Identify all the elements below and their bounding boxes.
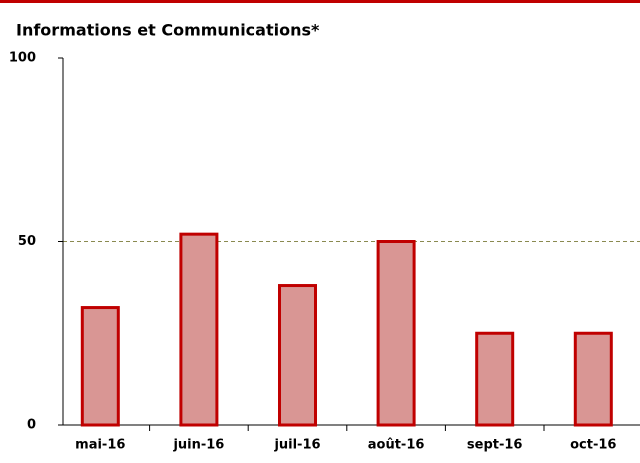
bar [179, 232, 219, 427]
y-tick-label: 100 [9, 51, 36, 66]
y-tick-label: 50 [18, 234, 36, 249]
y-tick-label: 0 [27, 418, 36, 433]
x-tick-label: oct-16 [570, 438, 616, 453]
x-tick-label: août-16 [368, 438, 425, 453]
x-tick-label: juil-16 [273, 438, 320, 453]
chart-title: Informations et Communications* [16, 21, 320, 40]
bar [278, 284, 317, 427]
x-tick-label: juin-16 [172, 438, 224, 453]
x-tick-label: sept-16 [467, 438, 523, 453]
bar [80, 306, 120, 427]
bar [376, 240, 416, 427]
bar [475, 331, 515, 427]
top-border [0, 0, 640, 3]
bar [573, 331, 613, 427]
x-tick-label: mai-16 [75, 438, 125, 453]
